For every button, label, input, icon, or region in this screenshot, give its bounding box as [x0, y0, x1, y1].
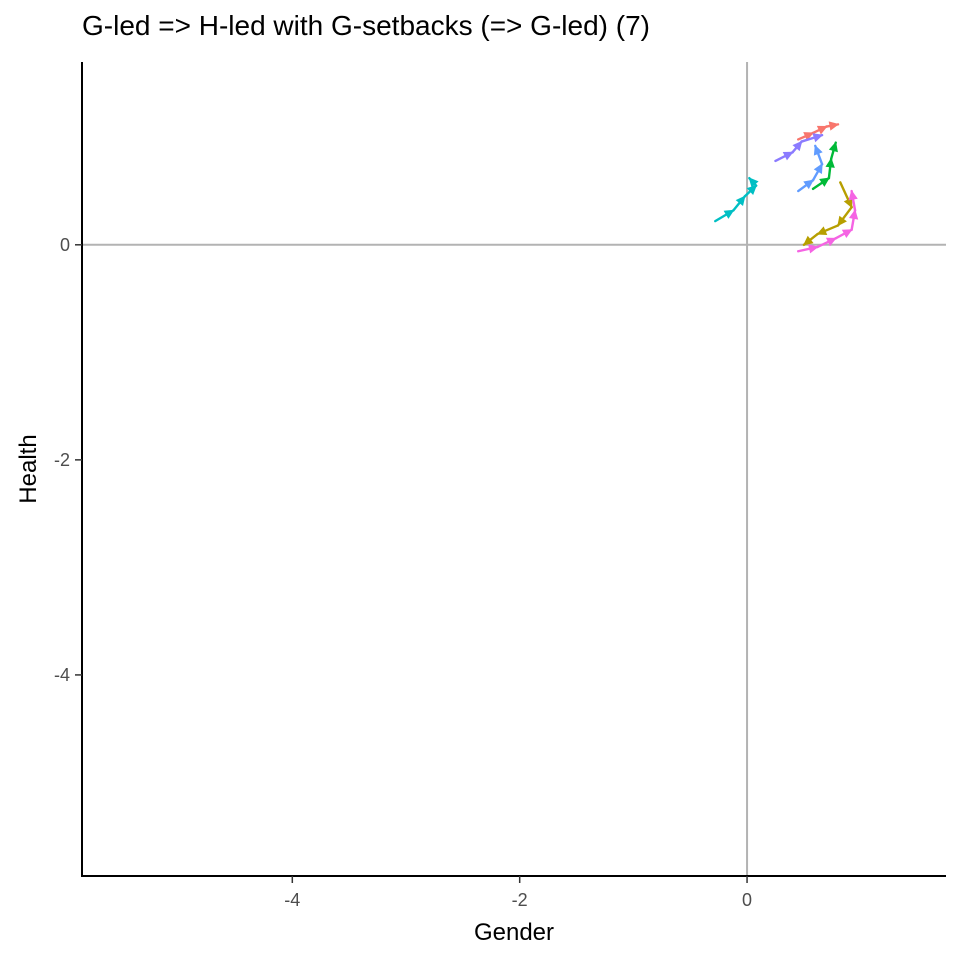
- trajectory-arrowhead: [828, 141, 838, 153]
- trajectory-arrowhead: [819, 177, 830, 187]
- y-axis-title: Health: [15, 434, 42, 503]
- trajectory-arrowhead: [802, 235, 814, 246]
- series-1: [797, 121, 840, 141]
- trajectory-arrowhead: [813, 144, 823, 156]
- trajectory-arrowhead: [837, 215, 847, 227]
- trajectory-arrowhead: [803, 132, 815, 141]
- y-tick-label: -4: [54, 665, 70, 685]
- trajectory-arrowhead: [841, 229, 853, 238]
- trajectory-arrowhead: [813, 163, 823, 174]
- tick-layer: -4 -2 0 -4 -2 0: [54, 235, 752, 910]
- series-7: [774, 133, 824, 163]
- y-tick-label: -2: [54, 450, 70, 470]
- trajectory-arrowhead: [808, 244, 819, 254]
- x-axis-title: Gender: [474, 919, 554, 946]
- series-5: [797, 144, 824, 193]
- trajectory-arrowhead: [816, 125, 828, 135]
- trajectory-arrowhead: [748, 177, 759, 188]
- trajectory-arrowhead: [782, 151, 794, 161]
- trajectory-arrowhead: [816, 226, 828, 236]
- trajectory-arrowhead: [723, 209, 735, 219]
- x-tick-label: 0: [742, 890, 752, 910]
- trajectory-arrowhead: [848, 189, 858, 201]
- series-3: [811, 141, 838, 191]
- trajectory-arrowhead: [812, 133, 824, 143]
- series-layer: [714, 121, 859, 254]
- series-4: [714, 176, 759, 223]
- trajectory-arrowhead: [828, 121, 840, 131]
- series-6: [797, 189, 859, 254]
- y-tick-label: 0: [60, 235, 70, 255]
- axes: [81, 62, 946, 877]
- trajectory-arrowhead: [825, 157, 835, 168]
- trajectory-arrowhead: [843, 197, 853, 209]
- reference-lines: [82, 62, 946, 876]
- series-2: [802, 181, 853, 247]
- chart-title: G-led => H-led with G-setbacks (=> G-led…: [82, 10, 650, 41]
- trajectory-arrowhead: [735, 195, 746, 207]
- trajectory-arrowhead: [792, 140, 803, 152]
- trajectory-arrowhead: [803, 179, 814, 190]
- trajectory-arrowhead: [825, 237, 837, 247]
- x-tick-label: -2: [512, 890, 528, 910]
- x-tick-label: -4: [284, 890, 300, 910]
- trajectory-arrowhead: [848, 209, 859, 220]
